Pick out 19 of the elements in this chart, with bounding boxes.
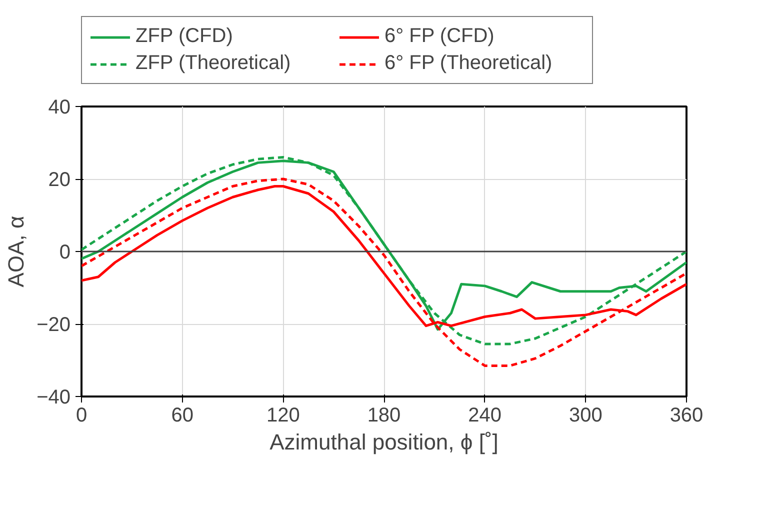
y-tick-label: 20 bbox=[48, 169, 71, 191]
x-axis-title: Azimuthal position, ϕ [˚] bbox=[270, 430, 498, 454]
x-tick-label: 120 bbox=[266, 404, 300, 426]
x-tick-label: 240 bbox=[468, 404, 502, 426]
x-tick-label: 0 bbox=[76, 404, 88, 426]
legend-label: 6° FP (Theoretical) bbox=[384, 52, 554, 75]
legend-label: ZFP (Theoretical) bbox=[135, 52, 292, 75]
x-tick-label: 60 bbox=[171, 404, 194, 426]
legend-label: ZFP (CFD) bbox=[135, 25, 234, 48]
x-tick-label: 300 bbox=[568, 404, 602, 426]
y-tick-label: −20 bbox=[36, 314, 71, 336]
y-tick-label: −40 bbox=[36, 386, 71, 408]
y-tick-label: 40 bbox=[48, 96, 71, 118]
x-tick-label: 360 bbox=[670, 404, 704, 426]
y-axis-title: AOA, α bbox=[4, 216, 29, 288]
y-tick-label: 0 bbox=[59, 242, 70, 264]
line-series bbox=[82, 178, 686, 367]
legend-label: 6° FP (CFD) bbox=[384, 25, 496, 48]
x-tick-label: 180 bbox=[367, 404, 401, 426]
